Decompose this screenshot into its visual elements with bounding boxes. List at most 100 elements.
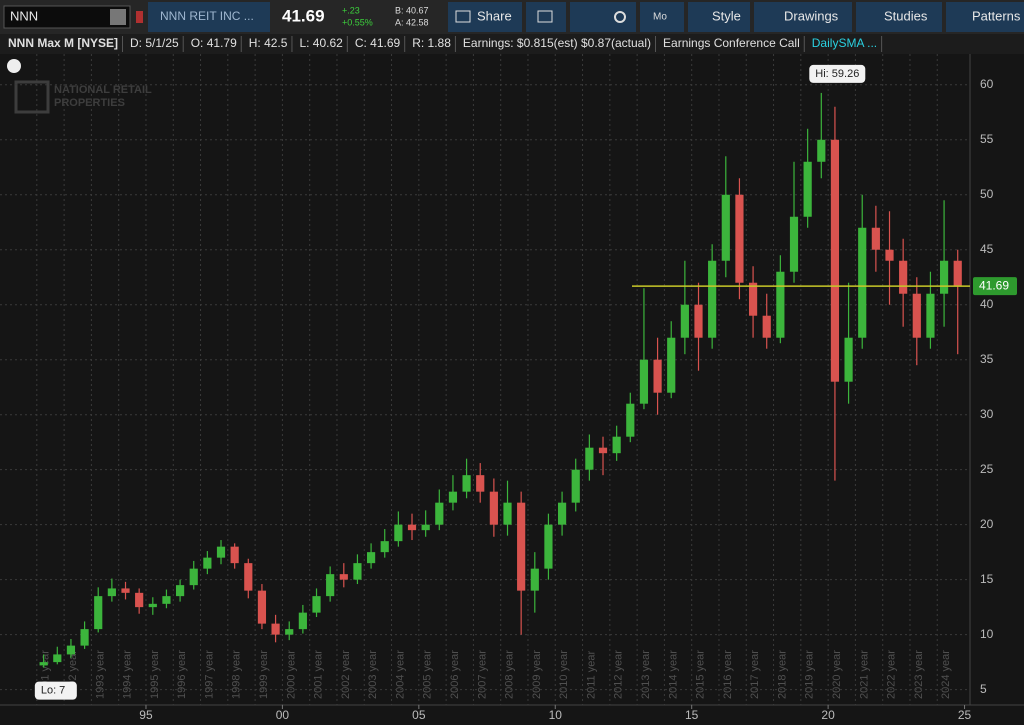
year-label: 2012 year [613,650,625,699]
candle-body [94,596,103,630]
year-label: 1996 year [176,650,188,699]
candle-body [680,304,689,338]
style-button[interactable] [688,2,750,32]
candle-body [858,227,867,338]
candle-body [899,260,908,294]
year-label: 2000 year [285,650,297,699]
info-items: NNN Max M [NYSE] D: 5/1/25 O: 41.79 H: 42.5… [8,36,883,52]
candle-body [366,552,376,564]
aggregation-button[interactable] [640,2,684,32]
x-tick-label: 95 [139,708,153,722]
symbol: NNN [10,8,38,23]
candle-body [612,436,621,454]
info-separator [881,36,883,52]
year-label: 2007 year [476,650,488,699]
info-separator [454,36,456,52]
candle-body [107,588,116,597]
candle-body [721,194,730,261]
candle-body [380,541,389,553]
drawings-button[interactable] [754,2,852,32]
y-tick-label: 40 [980,297,994,311]
year-label: 2001 year [313,650,325,699]
candle-body [435,502,444,525]
x-tick-label: 20 [821,708,835,722]
candle-body [80,629,89,646]
candle-body [448,491,458,503]
snapshot-icon [537,10,553,23]
year-label: 2024 year [940,650,952,699]
info-item: Earnings Conference Call [663,36,800,50]
studies-button[interactable] [856,2,942,32]
lo-callout: Lo: 7 [41,685,65,697]
y-tick-label: 25 [980,462,994,476]
candle-body [694,304,703,338]
year-label: 1994 year [122,650,134,699]
candle-body [66,645,76,655]
info-item: D: 5/1/25 [130,36,179,50]
year-label: 2013 year [640,650,652,699]
bid: B: 40.67 [395,5,429,15]
last-price: 41.69 [282,6,325,25]
info-separator [122,36,124,52]
year-label: 2021 year [858,650,870,699]
symbol-dropdown[interactable] [110,9,126,25]
candle-body [789,216,799,272]
x-tick-label: 10 [549,708,563,722]
candle-body [939,260,949,294]
year-label: 2015 year [695,650,707,699]
candle-body [39,662,48,666]
info-item: O: 41.79 [191,36,237,50]
share-label: Share [477,8,512,23]
year-label: 2022 year [886,650,898,699]
year-label: 2017 year [749,650,761,699]
candle-body [708,260,717,338]
candle-body [748,282,758,316]
watermark-line: PROPERTIES [54,97,125,109]
y-tick-label: 50 [980,187,994,201]
price-label-box [973,277,1017,296]
settings-icon [614,11,626,23]
plot: 1991 year 1992 year 1993 year 1994 year 1995… [0,54,970,705]
change-pct: +0.55% [342,17,373,27]
snapshot-button[interactable] [526,2,566,32]
candle-body [776,271,785,338]
symbol-box[interactable] [3,5,131,29]
lab-button[interactable] [570,2,606,32]
share-button[interactable] [448,2,522,32]
hi-callout: Hi: 59.26 [815,68,859,80]
info-item: H: 42.5 [249,36,288,50]
price-label: 41.69 [979,278,1009,292]
year-label: 1995 year [149,650,161,699]
candle-body [189,568,198,586]
year-label: 1993 year [94,650,106,699]
year-label: 1997 year [203,650,215,699]
candle-body [871,227,880,250]
candle-body [312,596,321,613]
x-tick-label: 15 [685,708,699,722]
settings-button[interactable] [606,2,636,32]
alert-icon[interactable] [7,59,21,73]
x-tick-label: 05 [412,708,426,722]
candle-body [148,603,157,608]
year-label: 2010 year [558,650,570,699]
studies-label: Studies [884,8,928,23]
year-label: 2020 year [831,650,843,699]
y-tick-label: 30 [980,407,994,421]
info-item: Earnings: $0.815(est) $0.87(actual) [463,36,651,50]
y-tick-label: 5 [980,682,987,696]
y-tick-label: 10 [980,627,994,641]
info-item: L: 40.62 [299,36,343,50]
candle-body [175,585,185,597]
year-label: 2002 year [340,650,352,699]
candle-body [953,260,962,287]
year-label: 2014 year [667,650,679,699]
patterns-button[interactable] [946,2,1024,32]
year-label: 2003 year [367,650,379,699]
candle-body [339,574,348,580]
y-tick-label: 35 [980,352,994,366]
candle-body [298,612,307,630]
candle-body [462,475,471,492]
candle-body [257,590,267,624]
